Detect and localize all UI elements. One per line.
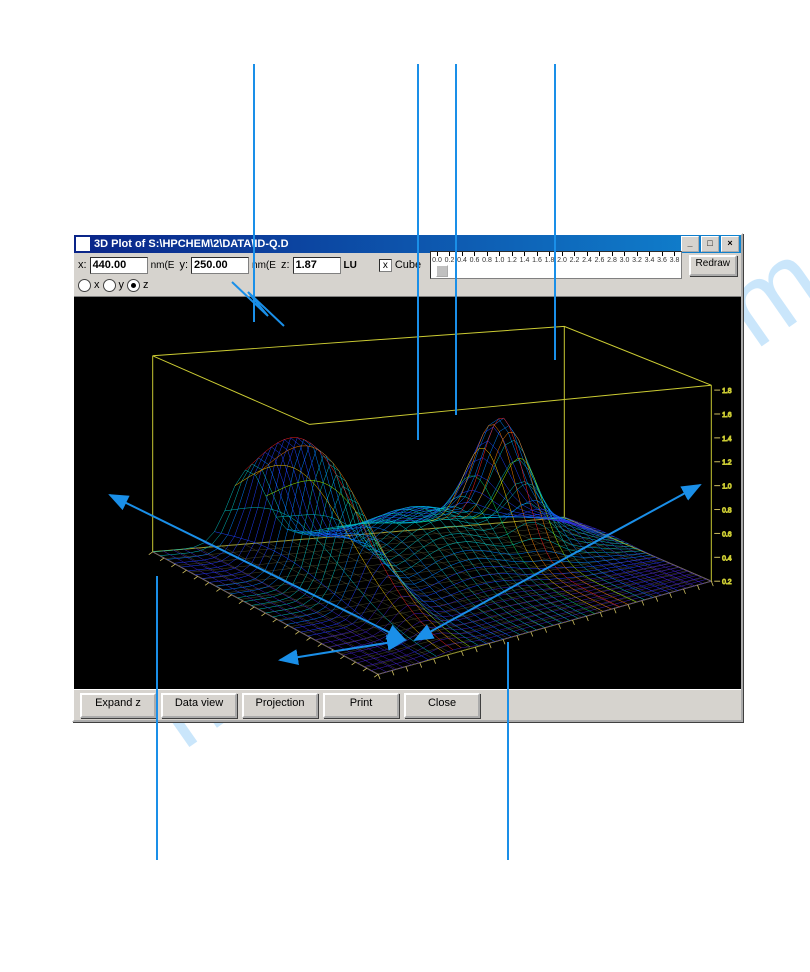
system-menu-icon[interactable] <box>76 237 90 251</box>
svg-text:1.4: 1.4 <box>722 436 732 443</box>
svg-text:0.6: 0.6 <box>722 531 732 538</box>
data-view-button[interactable]: Data view <box>161 693 237 718</box>
axis-radio-x-label: x <box>94 279 100 291</box>
wireframe-surface <box>153 418 712 674</box>
ruler-tick: 1.2 <box>507 252 517 278</box>
ruler-tick: 1.0 <box>495 252 505 278</box>
x-input[interactable]: 440.00 <box>90 257 148 274</box>
axis-radio-x[interactable] <box>78 279 91 292</box>
ruler-tick: 3.2 <box>632 252 642 278</box>
axis-radio-z-label: z <box>143 279 149 291</box>
axis-radio-y-label: y <box>119 279 125 291</box>
ruler-tick: 1.4 <box>520 252 530 278</box>
expand-z-button[interactable]: Expand z <box>80 693 156 718</box>
ruler-tick: 1.8 <box>545 252 555 278</box>
z-input[interactable]: 1.87 <box>293 257 341 274</box>
ruler-tick: 3.0 <box>620 252 630 278</box>
axis-radio-y[interactable] <box>103 279 116 292</box>
projection-button[interactable]: Projection <box>242 693 318 718</box>
plot-area[interactable]: 0.2 0.4 0.6 0.8 1.0 1.2 1.4 1.6 1.8 <box>74 297 741 689</box>
x-label: x: <box>78 259 87 271</box>
ruler-tick: 0.4 <box>457 252 467 278</box>
z-label: z: <box>281 259 290 271</box>
bottom-button-bar: Expand z Data view Projection Print Clos… <box>74 689 741 720</box>
ruler-tick: 3.8 <box>670 252 680 278</box>
x-unit: nm(E <box>151 260 175 271</box>
floor-grid <box>153 518 712 675</box>
svg-text:1.6: 1.6 <box>722 412 732 419</box>
scale-ruler[interactable]: 0.00.20.40.60.81.01.21.41.61.82.02.22.42… <box>430 251 681 279</box>
y-input[interactable]: 250.00 <box>191 257 249 274</box>
plot-3d-surface: 0.2 0.4 0.6 0.8 1.0 1.2 1.4 1.6 1.8 <box>74 297 741 689</box>
svg-text:0.4: 0.4 <box>722 555 732 562</box>
ruler-tick: 2.6 <box>595 252 605 278</box>
maximize-button[interactable]: □ <box>701 236 719 252</box>
ruler-tick: 3.6 <box>657 252 667 278</box>
print-button[interactable]: Print <box>323 693 399 718</box>
ruler-tick: 2.8 <box>607 252 617 278</box>
axis-radio-z[interactable] <box>127 279 140 292</box>
z-unit: LU <box>344 260 357 271</box>
ruler-tick: 2.0 <box>557 252 567 278</box>
close-window-button[interactable]: × <box>721 236 739 252</box>
cube-checkbox[interactable]: x <box>379 259 392 272</box>
ruler-tick: 3.4 <box>645 252 655 278</box>
ruler-tick: 0.6 <box>470 252 480 278</box>
cube-label: Cube <box>395 259 421 271</box>
ruler-handle[interactable] <box>436 265 448 277</box>
ruler-tick: 2.4 <box>582 252 592 278</box>
svg-text:0.2: 0.2 <box>722 579 732 586</box>
toolbar: x: 440.00 nm(E y: 250.00 nm(E z: 1.87 LU… <box>74 253 741 297</box>
minimize-button[interactable]: _ <box>681 236 699 252</box>
ruler-tick: 0.8 <box>482 252 492 278</box>
ruler-tick: 2.2 <box>570 252 580 278</box>
cube-frame: 0.2 0.4 0.6 0.8 1.0 1.2 1.4 1.6 1.8 <box>153 326 732 674</box>
window-title: 3D Plot of S:\HPCHEM\2\DATA\ID-Q.D <box>94 238 681 250</box>
close-button[interactable]: Close <box>404 693 480 718</box>
svg-text:0.8: 0.8 <box>722 507 732 514</box>
y-unit: nm(E <box>252 260 276 271</box>
redraw-button[interactable]: Redraw <box>689 255 737 276</box>
svg-text:1.2: 1.2 <box>722 460 732 467</box>
app-window: 3D Plot of S:\HPCHEM\2\DATA\ID-Q.D _ □ ×… <box>72 233 743 722</box>
ruler-tick: 1.6 <box>532 252 542 278</box>
svg-text:1.0: 1.0 <box>722 484 732 491</box>
svg-text:1.8: 1.8 <box>722 388 732 395</box>
y-label: y: <box>179 259 188 271</box>
